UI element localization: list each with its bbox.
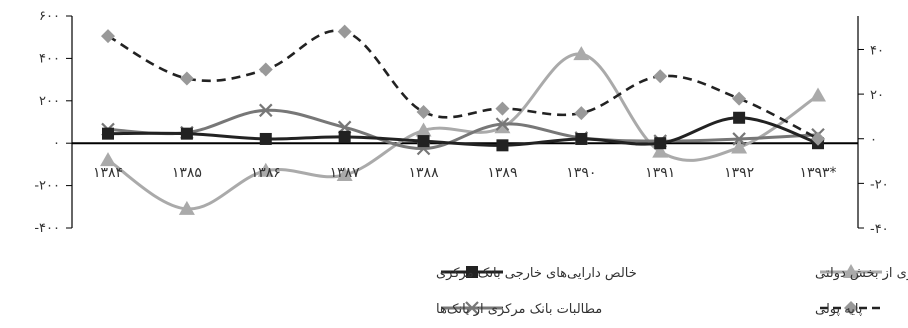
legend-label: مطالبات بانک مرکزی از بانک‌ها (436, 302, 602, 317)
series-2-point (732, 132, 746, 146)
x-tick-label: ۱۳۸۸ (409, 165, 440, 181)
right-tick-label: -۴۰ (870, 222, 889, 237)
series-0-point (575, 132, 588, 145)
x-tick-label: ۱۳۸۶ (251, 165, 281, 181)
x-tick-label: ۱۳۹۱ (645, 165, 675, 181)
legend-swatch-marker (844, 301, 858, 315)
series-0-point (102, 127, 114, 140)
right-tick-label: ۲۰ (870, 88, 884, 103)
series-3-point (653, 69, 668, 84)
legend-swatch-marker (843, 264, 859, 278)
series-1-point (652, 143, 669, 158)
series-1-point (494, 119, 511, 134)
legend-swatch-marker (466, 266, 478, 278)
x-axis-tick-labels: ۱۳۸۴ ۱۳۸۵ ۱۳۸۶ ۱۳۸۷ ۱۳۸۸ ۱۳۸۹ ۱۳۹۰ ۱۳۹۱ ۱۳۹۲ ۱۳۹۳… (93, 165, 837, 181)
legend-swatch-marker (465, 301, 479, 315)
legend-item-0: خالص دارایی‌های خارجی بانک مرکزی (436, 266, 637, 281)
series-0-point (496, 139, 509, 152)
series-0-point (654, 137, 667, 150)
left-tick-label: ۲۰۰ (39, 94, 60, 109)
left-tick-label: ۶۰۰ (39, 9, 60, 24)
series-3-point (574, 106, 589, 121)
chart-series (100, 24, 826, 215)
series-3-point (732, 91, 747, 106)
legend-item-2: مطالبات بانک مرکزی از بانک‌ها (436, 301, 602, 317)
series-line-0 (107, 116, 819, 147)
series-1-point (810, 87, 826, 102)
series-0-point (180, 127, 193, 140)
x-tick-label: ۱۳۸۴ (93, 165, 123, 181)
legend-item-1: خالص مطالبات بانک مرکزی از بخش دولتی (815, 264, 908, 281)
series-3-point (495, 101, 510, 116)
right-tick-label: -۲۰ (870, 177, 889, 192)
x-tick-label: ۱۳۸۷ (330, 165, 361, 181)
series-3-point (179, 71, 194, 86)
series-1-point (415, 122, 432, 137)
series-2-point (259, 103, 273, 118)
x-tick-label: ۱۳۹۰ (566, 165, 596, 181)
left-tick-label: -۲۰۰ (34, 179, 60, 194)
series-0 (102, 111, 824, 152)
left-tick-label: ۰ (53, 136, 60, 151)
series-3-point (416, 104, 431, 119)
legend-label: خالص دارایی‌های خارجی بانک مرکزی (436, 266, 637, 281)
series-3-point (337, 24, 352, 39)
x-tick-label: ۱۳۹۳* (799, 165, 836, 181)
legend-label: خالص مطالبات بانک مرکزی از بخش دولتی (815, 266, 908, 281)
series-0-point (338, 130, 351, 143)
series-1-point (100, 152, 116, 167)
series-3-point (811, 131, 825, 146)
series-line-1 (107, 52, 819, 211)
left-tick-label: ۴۰۰ (39, 51, 60, 66)
series-1-point (731, 139, 748, 154)
series-1-point (336, 167, 353, 181)
legend-label: پایه پولی (815, 302, 863, 317)
legend-item-3: پایه پولی (815, 301, 882, 317)
series-3 (101, 24, 825, 146)
series-1-point (178, 200, 195, 215)
series-1-point (573, 46, 590, 61)
x-tick-label: ۱۳۹۲ (724, 165, 754, 181)
left-tick-label: -۴۰۰ (34, 221, 60, 236)
series-1 (100, 46, 826, 215)
series-3-point (101, 29, 115, 44)
right-tick-label: ۴۰ (870, 43, 884, 58)
series-line-2 (107, 108, 819, 151)
series-0-point (417, 135, 430, 148)
x-tick-label: ۱۳۸۹ (487, 165, 517, 181)
series-3-point (258, 62, 273, 77)
chart-legend: خالص مطالبات بانک مرکزی از بخش دولتی خالص… (436, 264, 908, 317)
series-1-point (257, 162, 274, 177)
x-tick-label: ۱۳۸۵ (172, 165, 202, 181)
series-2-point (495, 117, 510, 131)
series-0-point (733, 111, 746, 124)
series-0-point (259, 132, 272, 145)
right-tick-label: ۰ (870, 133, 877, 148)
